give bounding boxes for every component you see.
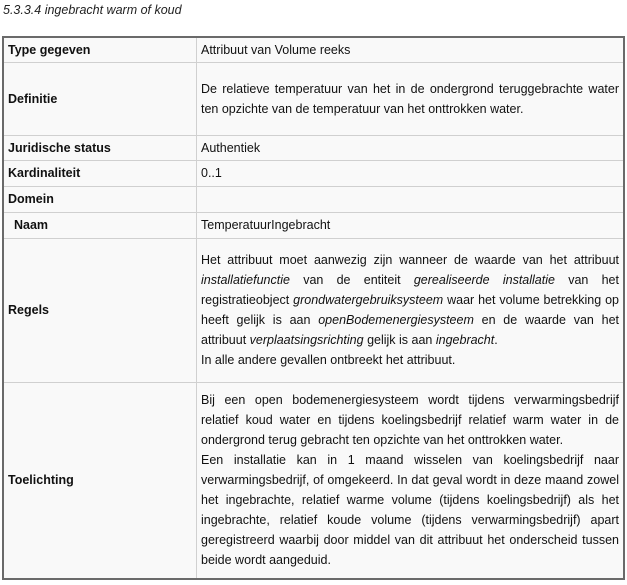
term: grondwatergebruiksysteem — [293, 293, 444, 307]
value-toelichting: Bij een open bodemenergiesysteem wordt t… — [196, 381, 625, 580]
text: van de entiteit — [289, 273, 414, 287]
regels-text: Het attribuut moet aanwezig zijn wanneer… — [201, 250, 619, 350]
label-juridische-status: Juridische status — [2, 134, 197, 161]
label-definitie: Definitie — [2, 61, 197, 136]
toelichting-para1: Bij een open bodemenergiesysteem wordt t… — [201, 393, 619, 448]
term: openBodemenergiesysteem — [318, 313, 474, 327]
value-juridische-status: Authentiek — [196, 134, 625, 161]
label-toelichting: Toelichting — [2, 381, 197, 580]
term: verplaatsingsrichting — [249, 333, 364, 347]
row-toelichting: Toelichting Bij een open bodemenergiesys… — [2, 381, 625, 580]
value-regels: Het attribuut moet aanwezig zijn wanneer… — [196, 237, 625, 383]
label-type-gegeven: Type gegeven — [2, 36, 197, 63]
text: en de waarde van het attribuut — [201, 313, 620, 347]
term: ingebracht — [435, 333, 495, 347]
text: van het registratieobject — [201, 273, 619, 307]
row-juridische-status: Juridische status Authentiek — [2, 134, 625, 161]
text: gelijk is aan — [363, 333, 436, 347]
row-kardinaliteit: Kardinaliteit 0..1 — [2, 159, 625, 187]
row-type-gegeven: Type gegeven Attribuut van Volume reeks — [2, 36, 625, 63]
row-regels: Regels Het attribuut moet aanwezig zijn … — [2, 237, 625, 383]
toelichting-para2: Een installatie kan in 1 maand wisselen … — [201, 453, 619, 568]
label-regels: Regels — [2, 237, 197, 383]
row-domein: Domein — [2, 185, 625, 213]
value-definitie: De relatieve temperatuur van het in de o… — [196, 61, 625, 136]
section-heading: 5.3.3.4 ingebracht warm of koud — [3, 3, 182, 17]
term: installatiefunctie — [201, 273, 290, 287]
term: gerealiseerde installatie — [413, 273, 555, 287]
label-kardinaliteit: Kardinaliteit — [2, 159, 197, 187]
regels-line2: In alle andere gevallen ontbreekt het at… — [201, 353, 456, 367]
row-naam: Naam TemperatuurIngebracht — [2, 211, 625, 239]
row-definitie: Definitie De relatieve temperatuur van h… — [2, 61, 625, 136]
value-naam: TemperatuurIngebracht — [196, 211, 625, 239]
label-domein: Domein — [2, 185, 197, 213]
text: . — [494, 333, 498, 347]
attribute-table: Type gegeven Attribuut van Volume reeks … — [2, 36, 625, 580]
value-kardinaliteit: 0..1 — [196, 159, 625, 187]
value-type-gegeven: Attribuut van Volume reeks — [196, 36, 625, 63]
label-naam: Naam — [2, 211, 197, 239]
value-domein — [196, 185, 625, 213]
text: waar het volume betrekking op heeft geli… — [201, 293, 619, 327]
text: Het attribuut moet aanwezig zijn wanneer… — [201, 253, 619, 267]
